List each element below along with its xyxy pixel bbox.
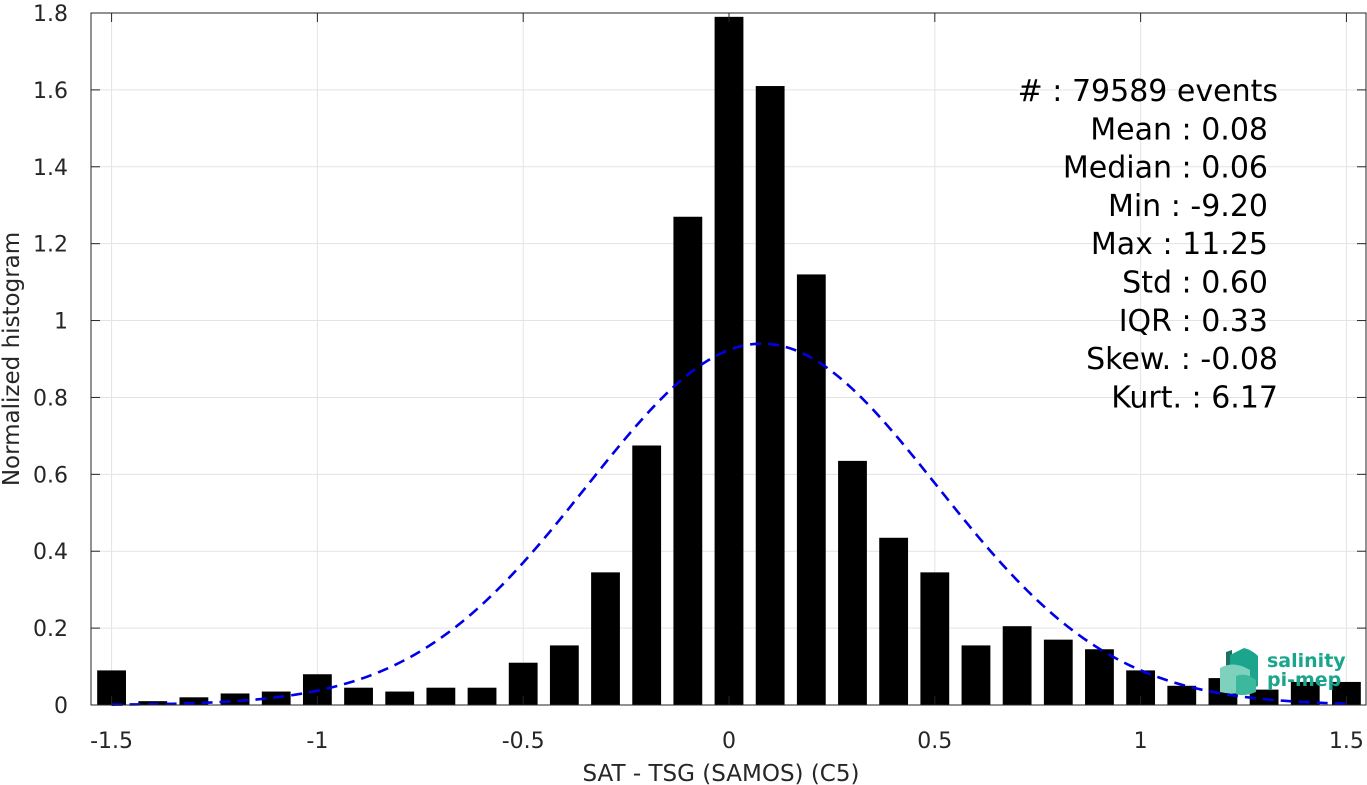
histogram-bar (632, 445, 662, 705)
histogram-bar (1167, 685, 1197, 705)
stats-line: Std : 0.60 (1122, 266, 1268, 301)
y-axis-label: Normalized histogram (0, 232, 25, 486)
stats-line: Max : 11.25 (1091, 227, 1268, 262)
stats-line: Median : 0.06 (1063, 151, 1268, 186)
y-tick-label: 1.4 (33, 156, 68, 181)
y-tick-label: 0.6 (33, 463, 68, 488)
histogram-bar (920, 572, 950, 705)
x-tick-label: -0.5 (502, 729, 545, 754)
histogram-bar (879, 537, 909, 705)
stats-line: Kurt. : 6.17 (1111, 380, 1278, 415)
histogram-bar (1332, 681, 1361, 705)
histogram-bar (838, 460, 867, 705)
x-tick-label: 0 (722, 729, 736, 754)
y-tick-label: 1.2 (33, 233, 68, 258)
stats-line: IQR : 0.33 (1119, 304, 1268, 339)
y-tick-labels: 0 0.2 0.4 0.6 0.8 1 1.2 1.4 1.6 1.8 (33, 2, 68, 719)
y-tick-label: 1 (54, 310, 68, 335)
histogram-bar (796, 274, 826, 705)
histogram-bar (1290, 681, 1320, 705)
histogram-bar (1043, 639, 1073, 705)
wave-logo-icon (1220, 648, 1258, 696)
y-tick-label: 0.4 (33, 540, 68, 565)
histogram-bar (755, 86, 785, 706)
histogram-bar (1002, 626, 1032, 705)
gaussian-fit-curve (111, 342, 1347, 706)
histogram-bar (714, 16, 744, 706)
y-tick-label: 0.8 (33, 386, 68, 411)
axes-box (90, 12, 1367, 706)
histogram-bars (97, 16, 1361, 706)
x-tick-label: 1 (1134, 729, 1148, 754)
histogram-bar (179, 697, 209, 705)
x-tick-label: 0.5 (917, 729, 952, 754)
histogram-bar (591, 572, 620, 705)
histogram-bar (426, 687, 456, 705)
x-tick-labels: -1.5 -1 -0.5 0 0.5 1 1.5 (90, 729, 1364, 754)
histogram-bar (961, 645, 991, 705)
x-tick-label: -1 (306, 729, 328, 754)
histogram-bar (1249, 689, 1279, 705)
logo-line2: pi-mep (1267, 669, 1341, 691)
x-tick-label: 1.5 (1329, 729, 1364, 754)
y-tick-label: 1.8 (33, 2, 68, 27)
y-tick-label: 0 (54, 694, 68, 719)
stats-line: Mean : 0.08 (1090, 112, 1268, 147)
y-tick-label: 0.2 (33, 617, 68, 642)
stats-line: Min : -9.20 (1108, 189, 1268, 224)
histogram-bar (220, 693, 250, 705)
stats-line: # : 79589 events (1018, 74, 1278, 109)
histogram-bar (673, 216, 703, 705)
x-axis-label: SAT - TSG (SAMOS) (C5) (583, 761, 860, 785)
logo-line1: salinity (1267, 650, 1346, 672)
histogram-bar (1085, 649, 1114, 705)
x-tick-label: -1.5 (90, 729, 133, 754)
y-tick-label: 1.6 (33, 79, 68, 104)
histogram-bar (549, 645, 579, 705)
histogram-bar (344, 687, 373, 705)
stats-line: Skew. : -0.08 (1086, 342, 1278, 377)
salinity-pi-mep-logo: salinity pi-mep (1220, 648, 1346, 696)
histogram-bar (467, 687, 497, 705)
histogram-bar (385, 691, 415, 705)
